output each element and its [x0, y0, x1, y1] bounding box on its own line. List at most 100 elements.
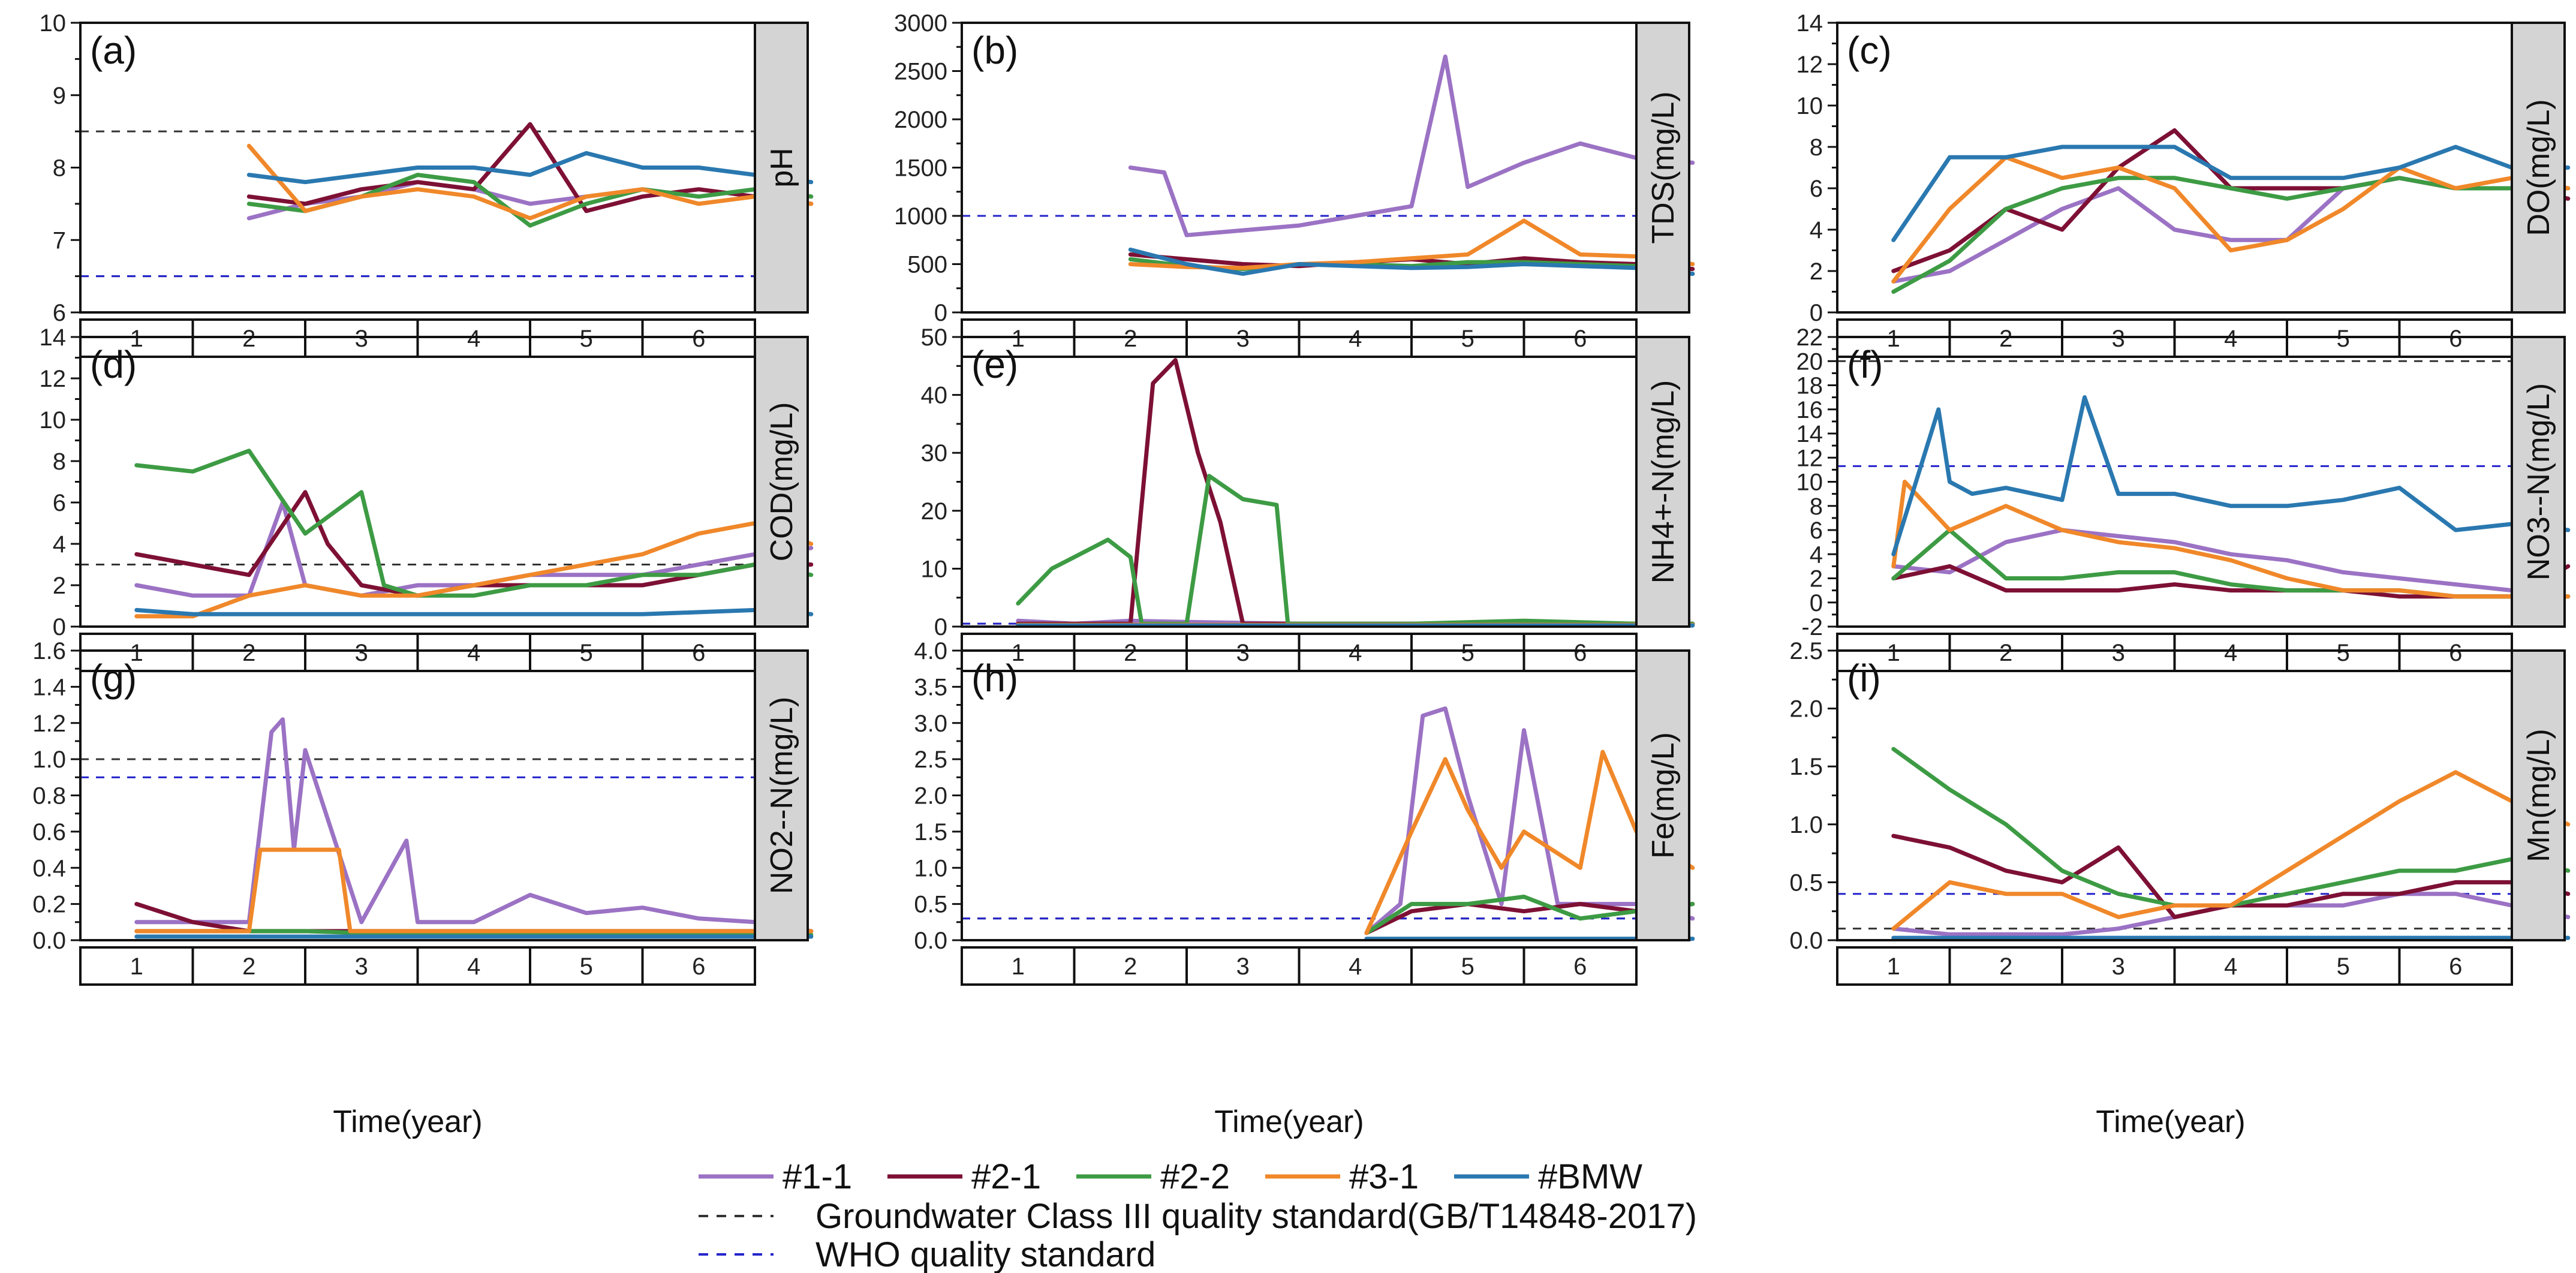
year-label-b-6: 6 [1573, 326, 1587, 352]
year-label-f-3: 3 [2112, 640, 2125, 666]
y-axis-title-c: DO(mg/L) [2521, 99, 2556, 236]
y-tick-label-d-1: 2 [53, 573, 66, 599]
year-cell-g-2 [191, 946, 306, 986]
ylabel-strip-b [1635, 22, 1690, 314]
year-label-c-5: 5 [2337, 326, 2350, 352]
panel-g: NO2--N(mg/L) 0.0 0.2 0.4 0.6 0.8 1.0 1.2 1.4 1.6 (… [32, 638, 814, 986]
year-label-a-3: 3 [355, 326, 368, 352]
year-label-h-1: 1 [1012, 953, 1025, 980]
year-cell-h-4 [1298, 946, 1413, 986]
year-label-d-1: 1 [130, 640, 143, 666]
year-label-i-2: 2 [1999, 953, 2012, 980]
year-label-d-3: 3 [355, 640, 368, 666]
y-axis-title-b: TDS(mg/L) [1646, 91, 1681, 243]
year-label-g-6: 6 [692, 953, 705, 980]
panel-label-i: (i) [1847, 657, 1881, 700]
year-cell-e-5 [1410, 633, 1525, 672]
y-tick-label-h-2: 1.0 [914, 855, 947, 881]
year-cell-h-2 [1073, 946, 1188, 986]
y-tick-label-f-4: 6 [1810, 517, 1823, 544]
y-tick-label-f-12: 22 [1796, 324, 1823, 351]
year-label-e-6: 6 [1573, 640, 1587, 666]
series-line-b-s31 [1128, 218, 1695, 270]
y-axis-title-d: COD(mg/L) [765, 402, 799, 562]
year-label-d-4: 4 [467, 640, 480, 666]
panel-label-a: (a) [90, 29, 137, 72]
year-label-e-4: 4 [1349, 640, 1362, 666]
year-cell-e-6 [1522, 633, 1638, 672]
year-label-f-5: 5 [2337, 640, 2350, 666]
y-tick-label-e-5: 50 [921, 324, 948, 351]
year-label-c-6: 6 [2449, 326, 2462, 352]
series-line-g-s31 [134, 847, 814, 934]
panel-label-d: (d) [90, 343, 137, 386]
year-label-i-1: 1 [1887, 953, 1900, 980]
y-tick-label-f-7: 12 [1796, 445, 1823, 471]
y-tick-label-i-1: 0.5 [1789, 869, 1823, 896]
legend-label-s21: #2-1 [971, 1157, 1041, 1196]
ylabel-strip-a [754, 22, 809, 314]
legend-label-who: WHO quality standard [815, 1235, 1155, 1273]
series-line-d-sBMW [134, 607, 814, 616]
year-label-f-1: 1 [1887, 640, 1900, 666]
y-tick-label-i-5: 2.5 [1789, 638, 1823, 664]
series-line-b-s11 [1128, 54, 1695, 237]
y-tick-label-i-0: 0.0 [1789, 928, 1823, 954]
year-cell-f-4 [2173, 633, 2288, 672]
year-label-h-4: 4 [1349, 953, 1362, 980]
y-tick-label-e-0: 0 [934, 614, 947, 640]
year-label-e-3: 3 [1236, 640, 1250, 666]
y-tick-label-b-3: 1500 [894, 155, 947, 182]
year-cell-i-6 [2398, 946, 2513, 986]
year-label-b-3: 3 [1236, 326, 1250, 352]
year-cell-h-1 [961, 946, 1076, 986]
year-label-c-2: 2 [1999, 326, 2012, 352]
ylabel-strip-c [2511, 22, 2566, 314]
year-cell-g-6 [641, 946, 756, 986]
year-label-a-5: 5 [580, 326, 593, 352]
y-tick-label-f-1: 0 [1810, 590, 1823, 616]
y-tick-label-i-3: 1.5 [1789, 754, 1823, 780]
year-label-a-2: 2 [242, 326, 255, 352]
series-line-f-s11 [1891, 528, 2571, 599]
year-cell-d-2 [191, 633, 306, 672]
y-axis-title-a: pH [765, 148, 799, 187]
year-cell-f-6 [2398, 633, 2513, 672]
year-label-b-4: 4 [1349, 326, 1362, 352]
y-tick-label-c-6: 12 [1796, 52, 1823, 78]
y-tick-label-b-1: 500 [907, 252, 947, 278]
y-tick-label-f-8: 14 [1796, 421, 1823, 447]
y-tick-label-h-1: 0.5 [914, 892, 947, 918]
y-tick-label-h-8: 4.0 [914, 638, 947, 664]
ylabel-strip-g [754, 649, 809, 941]
y-tick-label-e-4: 40 [921, 383, 948, 409]
y-tick-label-f-3: 4 [1810, 541, 1823, 568]
panel-label-b: (b) [971, 29, 1018, 72]
year-label-g-1: 1 [130, 953, 143, 980]
year-label-b-1: 1 [1012, 326, 1025, 352]
y-tick-label-f-10: 18 [1796, 373, 1823, 399]
ylabel-strip-f [2511, 336, 2566, 628]
y-tick-label-g-6: 1.2 [32, 711, 66, 737]
y-tick-label-g-5: 1.0 [32, 747, 66, 773]
year-cell-e-4 [1298, 633, 1413, 672]
legend-label-sBMW: #BMW [1538, 1157, 1642, 1196]
y-tick-label-h-0: 0.0 [914, 928, 947, 954]
y-tick-label-g-8: 1.6 [32, 638, 66, 664]
panel-h: Fe(mg/L)0.00.51.01.52.02.53.03.54.0(h)1 2… [914, 638, 1695, 986]
series-line-c-s11 [1891, 176, 2571, 284]
y-tick-label-f-6: 10 [1796, 470, 1823, 496]
y-tick-label-a-3: 9 [53, 83, 66, 109]
plot-frame-b [961, 22, 1638, 314]
legend: #1-1 #2-1 #2-2 #3-1 #BMW Groundwater Cla… [699, 1157, 1697, 1273]
y-tick-label-e-2: 20 [921, 498, 948, 525]
series-line-d-s22 [134, 449, 814, 598]
panel-i: Mn(mg/L)0.00.51.01.52.02.5(i)1 2 3 4 5 6 [1789, 638, 2571, 986]
year-cell-h-5 [1410, 946, 1525, 986]
year-label-a-4: 4 [467, 326, 480, 352]
y-tick-label-b-2: 1000 [894, 203, 947, 230]
panel-label-g: (g) [90, 657, 137, 700]
year-label-g-3: 3 [355, 953, 368, 980]
